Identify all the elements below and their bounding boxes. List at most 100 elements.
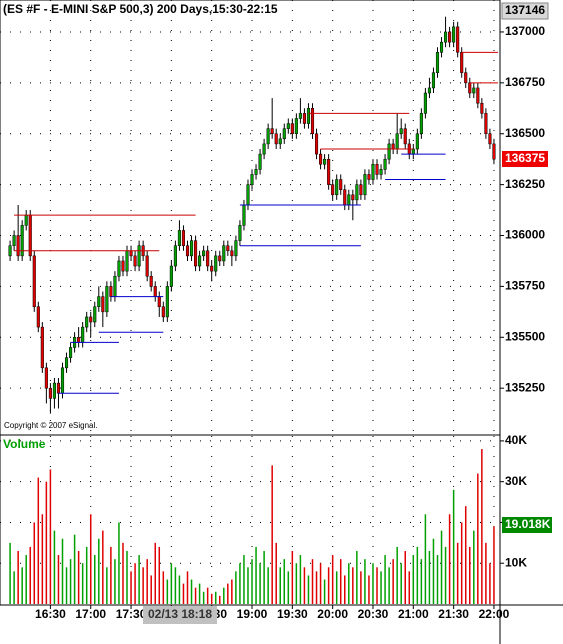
volume-bar [331,555,334,604]
volume-bar [279,567,281,604]
candle-body [20,225,24,257]
volume-bar [13,571,15,604]
candle-body [327,158,331,185]
candle-body [105,286,109,313]
candle-body [266,128,270,145]
candle-body [363,174,367,196]
candle-body [101,296,105,313]
candle-body [77,337,81,343]
volume-bar [190,579,193,604]
volume-bar [194,587,197,604]
volume-bar [146,559,148,604]
cursor-label: 02/13 18:18 [148,607,212,621]
volume-bar [424,514,427,604]
candle-body [278,138,282,145]
candle-body [419,113,423,134]
volume-bar [489,563,491,604]
candle-body [411,148,415,155]
candle-body [480,102,484,114]
volume-bar [380,571,382,604]
candle-body [32,255,36,308]
candle-body [44,367,48,389]
volume-bar [255,546,257,604]
x-tick-label: 22:00 [479,607,510,621]
volume-bar [416,546,419,604]
volume-bar [239,563,241,604]
y2-tick-label: 10K [505,555,527,569]
candle-body [36,306,40,328]
candle-body [335,179,339,196]
volume-bar [170,563,173,604]
y-tick-label: 135750 [505,279,545,293]
candle-body [302,113,306,124]
candle-body [431,72,436,89]
chart-title: (ES #F - E-MINI S&P 500,3) 200 Days,15:3… [3,2,278,16]
candle-body [472,87,476,94]
volume-bar [29,546,31,604]
volume-bar [469,546,471,604]
volume-bar [61,538,64,604]
candle-body [165,286,169,318]
y-tick-label: 135500 [505,329,545,343]
volume-bar [81,563,84,604]
volume-bar [440,530,443,604]
candle-body [262,143,266,155]
candle-body [24,214,28,226]
volume-bar [364,559,366,604]
volume-bar [339,559,342,604]
volume-bar [396,546,398,604]
candle-body [492,143,496,160]
volume-bar [392,559,394,604]
x-tick-label: 17:00 [75,607,106,621]
volume-bar [303,567,306,604]
volume-bar [464,506,467,604]
candle-body [60,367,65,394]
y-tick-label: 137000 [505,24,545,38]
volume-bar [102,530,104,604]
y-tick-label: 135250 [505,380,545,394]
candle-body [97,296,101,308]
candle-body [367,174,371,180]
candle-body [379,169,383,175]
volume-bar [85,546,88,604]
candle-body [238,225,242,241]
volume-bar [428,550,431,604]
marks [8,16,498,604]
candle-body [177,230,181,246]
candle-body [12,235,16,246]
volume-bar [186,571,189,604]
top-label-box [501,2,549,20]
candle-body [234,240,238,257]
volume-bar [388,567,390,604]
candle-body [117,260,121,277]
volume-bar [485,542,487,604]
candle-body [452,26,456,43]
volume-bar [21,567,23,604]
volume-bar [376,567,378,604]
volume-bar [493,526,495,604]
volume-bar [53,530,56,604]
candle-body [460,52,464,73]
volume-bar [202,591,205,604]
candle-body [464,72,468,84]
candle-body [286,123,290,129]
volume-bar [158,546,161,604]
volume-bar [460,522,463,604]
volume-bar [231,579,233,604]
candle-body [81,326,85,343]
candle-body [48,387,52,399]
volume-label: 19.018K [505,517,551,531]
volume-bar [57,555,60,604]
x-tick-label: 17:30 [116,607,147,621]
candle-body [274,133,278,145]
candle-body [218,255,222,262]
candle-body [488,133,492,145]
top-label: 137146 [505,3,545,17]
last-price-box [502,151,548,167]
candle-body [125,250,129,272]
candle-body [427,87,431,94]
candle-body [314,133,319,155]
volume-bar [251,559,253,604]
candle-body [121,260,125,272]
volume-bar [33,522,36,604]
